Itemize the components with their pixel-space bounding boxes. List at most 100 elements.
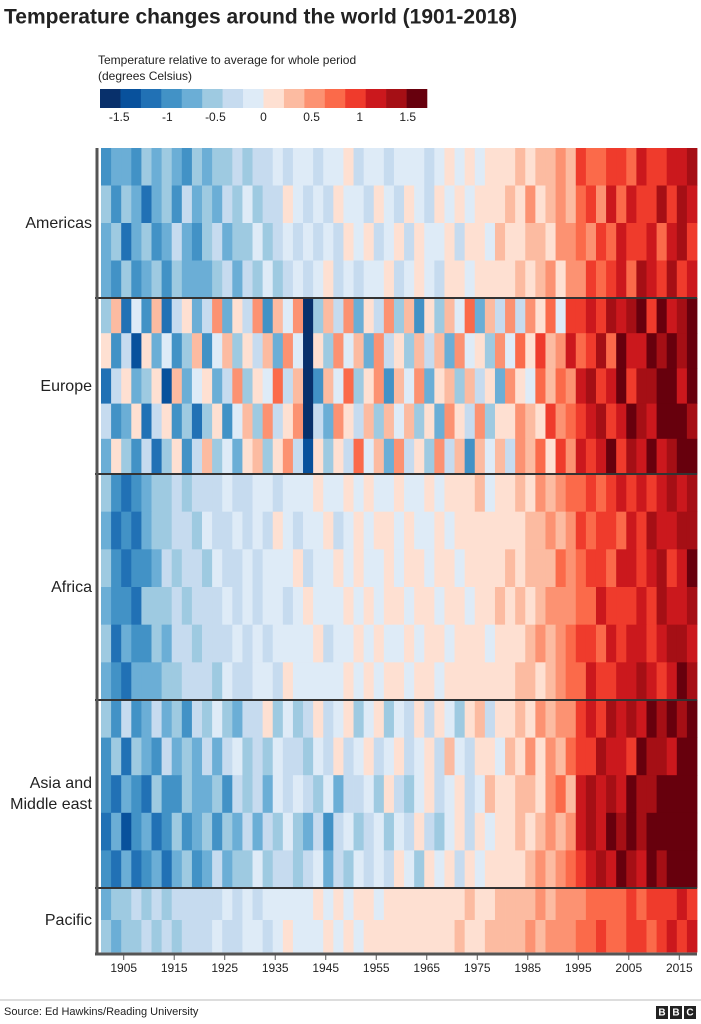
heat-cell <box>636 368 647 404</box>
heat-cell <box>383 662 395 701</box>
heat-cell <box>121 700 132 738</box>
heat-cell <box>434 700 445 738</box>
heat-cell <box>272 148 284 186</box>
heat-cell <box>252 888 264 921</box>
heat-cell <box>676 511 688 550</box>
heat-cell <box>444 549 455 588</box>
heat-cell <box>323 624 334 663</box>
heat-cell <box>393 223 405 261</box>
heat-cell <box>191 511 203 550</box>
heat-cell <box>646 298 657 334</box>
heat-cell <box>525 850 536 889</box>
heat-cell <box>474 700 486 738</box>
heat-cell <box>272 438 284 475</box>
heat-cell <box>525 438 536 475</box>
heat-cell <box>141 474 152 513</box>
x-tick-label: 1925 <box>211 961 238 975</box>
heat-cell <box>101 700 112 738</box>
heat-cell <box>171 474 183 513</box>
heat-cell <box>676 185 688 224</box>
heat-cell <box>606 368 617 404</box>
heat-cell <box>545 260 556 299</box>
heat-cell <box>646 850 657 889</box>
heat-cell <box>646 775 657 814</box>
heat-cell <box>474 850 486 889</box>
heat-cell <box>101 185 112 224</box>
heat-cell <box>606 587 617 626</box>
heat-cell <box>313 368 324 404</box>
heat-cell <box>464 185 476 224</box>
heat-cell <box>484 474 496 513</box>
logo-letter: C <box>686 1008 693 1019</box>
heat-cell <box>252 920 264 953</box>
heat-cell <box>383 812 395 851</box>
heat-cell <box>585 775 597 814</box>
heat-cell <box>616 148 627 186</box>
heat-cell <box>676 737 688 776</box>
x-tick-label: 1905 <box>110 961 137 975</box>
heat-cell <box>272 474 284 513</box>
heat-cell <box>656 148 668 186</box>
heat-cell <box>414 920 425 953</box>
heat-cell <box>393 298 405 334</box>
heat-cell <box>414 812 425 851</box>
heat-cell <box>424 298 435 334</box>
heat-cell <box>343 587 354 626</box>
heat-cell <box>424 812 435 851</box>
heat-cell <box>656 888 668 921</box>
heat-cell <box>666 549 678 588</box>
heat-cell <box>646 368 657 404</box>
heat-cell <box>232 474 243 513</box>
logo-letter: B <box>658 1008 665 1019</box>
heat-cell <box>202 888 213 921</box>
heat-cell <box>363 549 375 588</box>
heat-cell <box>373 662 385 701</box>
heat-cell <box>242 549 253 588</box>
heat-cell <box>313 474 324 513</box>
heat-cell <box>474 403 486 440</box>
heat-cell <box>414 438 425 475</box>
heat-cell <box>464 549 476 588</box>
heat-cell <box>646 737 657 776</box>
heat-cell <box>353 662 365 701</box>
heat-cell <box>292 438 304 475</box>
heat-cell <box>333 888 344 921</box>
heat-cell <box>444 511 455 550</box>
heat-cell <box>393 888 405 921</box>
heat-cell <box>171 223 183 261</box>
heat-cell <box>363 403 375 440</box>
heat-cell <box>494 888 506 921</box>
heat-cell <box>595 549 607 588</box>
heat-cell <box>484 662 496 701</box>
heat-cell <box>424 223 435 261</box>
heat-cell <box>262 403 274 440</box>
heat-cell <box>313 812 324 851</box>
heat-cell <box>131 474 142 513</box>
heat-cell <box>434 662 445 701</box>
region-label: Americas <box>25 214 92 232</box>
x-tick-label: 2015 <box>666 961 693 975</box>
heat-cell <box>383 438 395 475</box>
heat-cell <box>373 511 385 550</box>
heat-cell <box>363 260 375 299</box>
heat-cell <box>171 737 183 776</box>
heat-cell <box>676 812 688 851</box>
heat-cell <box>161 920 173 953</box>
heat-cell <box>333 850 344 889</box>
heat-cell <box>363 438 375 475</box>
heat-cell <box>656 185 668 224</box>
heat-cell <box>353 812 365 851</box>
heat-cell <box>414 474 425 513</box>
heat-cell <box>222 775 233 814</box>
heat-cell <box>343 298 354 334</box>
heat-cell <box>515 700 526 738</box>
heat-cell <box>616 438 627 475</box>
heat-cell <box>525 587 536 626</box>
heat-cell <box>343 888 354 921</box>
heat-cell <box>565 549 577 588</box>
heat-cell <box>333 148 344 186</box>
heat-cell <box>595 260 607 299</box>
heat-cell <box>333 737 344 776</box>
heat-cell <box>444 920 455 953</box>
